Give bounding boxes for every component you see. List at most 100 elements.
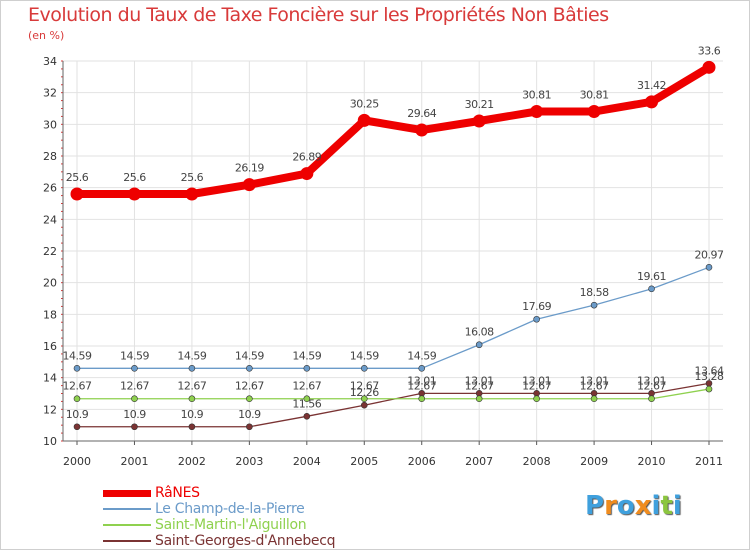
data-label: 12.67 — [465, 380, 494, 393]
data-label: 14.59 — [350, 349, 379, 362]
x-tick-label: 2003 — [235, 455, 263, 468]
data-label: 19.61 — [637, 270, 666, 283]
data-label: 31.42 — [637, 79, 666, 92]
data-label: 14.59 — [63, 349, 92, 362]
data-point — [360, 395, 368, 403]
data-label: 12.67 — [120, 380, 149, 393]
data-point — [242, 178, 256, 192]
data-label: 12.67 — [580, 380, 609, 393]
x-tick-label: 2006 — [408, 455, 436, 468]
legend-label: Saint-Georges-d'Annebecq — [155, 533, 336, 549]
x-tick-label: 2010 — [638, 455, 666, 468]
data-label: 10.9 — [123, 408, 146, 421]
x-tick-label: 2004 — [293, 455, 321, 468]
data-point — [360, 401, 368, 409]
data-label: 25.6 — [181, 171, 204, 184]
y-tick-label: 20 — [43, 277, 57, 290]
series-line-1 — [77, 266, 710, 369]
data-label: 12.67 — [235, 380, 264, 393]
data-point — [303, 412, 311, 420]
data-label: 13.01 — [522, 374, 551, 387]
data-point — [300, 167, 314, 181]
data-label: 13.01 — [407, 374, 436, 387]
legend-label: Le Champ-de-la-Pierre — [155, 501, 305, 517]
y-tick-label: 22 — [43, 245, 57, 258]
data-label: 12.67 — [177, 380, 206, 393]
logo-letter: P — [585, 491, 605, 521]
data-point — [648, 395, 655, 403]
data-point — [590, 301, 598, 309]
data-point — [131, 423, 138, 431]
data-label: 13.01 — [637, 374, 666, 387]
data-label: 30.81 — [522, 89, 551, 102]
x-tick-label: 2000 — [63, 455, 91, 468]
data-point — [587, 105, 601, 119]
data-label: 20.97 — [695, 248, 724, 261]
data-label: 13.01 — [580, 374, 609, 387]
data-point — [303, 365, 311, 372]
data-point — [73, 365, 81, 372]
y-tick-label: 16 — [43, 340, 57, 353]
legend-swatch — [103, 489, 151, 497]
data-point — [530, 105, 544, 119]
data-label: 25.6 — [66, 171, 89, 184]
legend-label: RâNES — [155, 485, 200, 501]
data-point — [648, 285, 655, 293]
x-tick-label: 2008 — [523, 455, 551, 468]
data-label: 30.25 — [350, 97, 379, 110]
data-point — [418, 365, 426, 372]
data-label: 30.21 — [465, 98, 494, 111]
logo-letter: o — [616, 491, 635, 521]
data-point — [246, 423, 253, 431]
x-tick-label: 2011 — [695, 455, 723, 468]
x-tick-label: 2009 — [580, 455, 608, 468]
logo-letter: x — [634, 491, 652, 521]
data-label: 25.6 — [123, 171, 146, 184]
data-label: 12.67 — [63, 380, 92, 393]
y-tick-label: 34 — [43, 55, 57, 68]
data-label: 13.64 — [695, 364, 724, 377]
data-point — [590, 395, 598, 403]
data-label: 29.64 — [407, 107, 436, 120]
y-axis-unit-label: (en %) — [28, 29, 65, 42]
data-point — [705, 264, 713, 271]
x-tick-label: 2001 — [120, 455, 148, 468]
data-point — [73, 423, 81, 431]
data-label: 12.67 — [637, 380, 666, 393]
data-point — [185, 187, 199, 201]
data-label: 26.89 — [292, 151, 321, 164]
data-label: 10.9 — [181, 408, 204, 421]
x-tick-label: 2007 — [465, 455, 493, 468]
data-label: 10.9 — [66, 408, 89, 421]
data-point — [533, 315, 540, 323]
data-label: 14.59 — [120, 349, 149, 362]
data-label: 26.19 — [235, 162, 264, 175]
data-point — [475, 395, 483, 403]
data-label: 12.67 — [407, 380, 436, 393]
data-point — [472, 114, 486, 128]
legend-swatch — [103, 508, 151, 510]
data-point — [73, 395, 81, 403]
data-point — [705, 385, 713, 393]
y-tick-label: 28 — [43, 150, 57, 163]
data-point — [357, 113, 371, 127]
series-line-2 — [77, 388, 710, 400]
data-point — [418, 395, 426, 403]
data-point — [645, 95, 659, 109]
data-label: 14.59 — [292, 349, 321, 362]
y-tick-label: 26 — [43, 182, 57, 195]
data-label: 12.26 — [350, 386, 379, 399]
chart-title: Evolution du Taux de Taxe Foncière sur l… — [28, 4, 609, 26]
legend-swatch — [103, 540, 151, 542]
logo-letter: i — [651, 491, 661, 521]
data-point — [303, 395, 311, 403]
legend-label: Saint-Martin-l'Aiguillon — [155, 517, 307, 533]
data-label: 18.58 — [580, 286, 609, 299]
y-tick-label: 10 — [43, 435, 57, 448]
proxiti-logo: Proxiti — [585, 491, 682, 521]
data-label: 11.56 — [292, 397, 321, 410]
data-label: 14.59 — [407, 349, 436, 362]
data-label: 12.67 — [350, 380, 379, 393]
data-label: 12.67 — [292, 380, 321, 393]
